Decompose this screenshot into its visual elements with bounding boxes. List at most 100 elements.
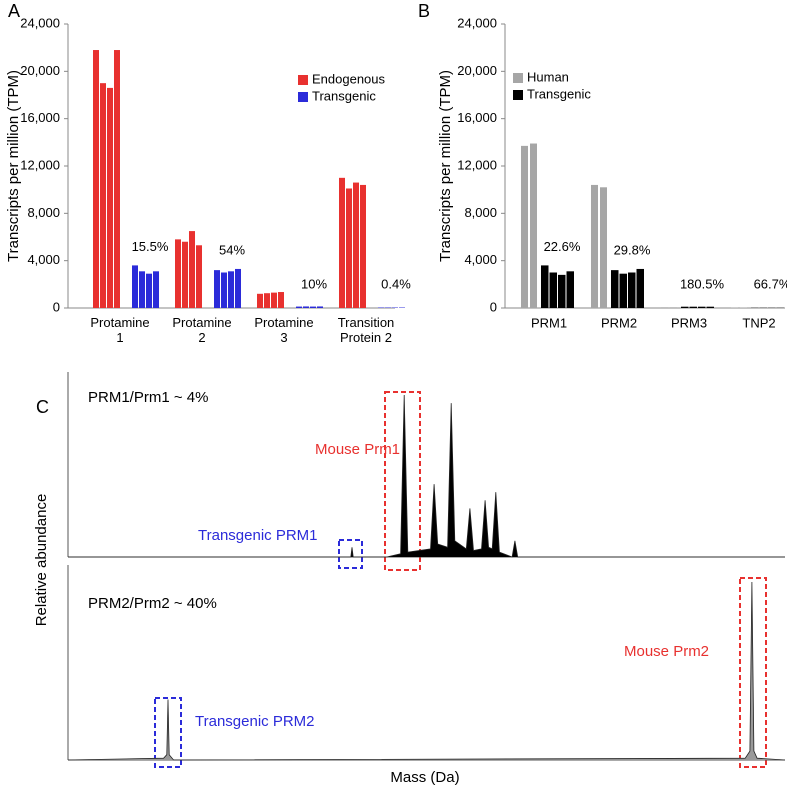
y-axis-label: Relative abundance (33, 494, 50, 627)
y-tick-label: 20,000 (20, 63, 60, 78)
bar (558, 274, 566, 308)
bar (107, 87, 113, 309)
annotation: 0.4% (381, 276, 411, 291)
legend-label: Transgenic (527, 86, 591, 101)
bar (196, 245, 202, 308)
bar (189, 231, 195, 308)
bar (698, 306, 706, 308)
bar (591, 184, 598, 308)
peak-label: Transgenic PRM1 (198, 527, 318, 544)
bar (619, 273, 627, 308)
annotation: 54% (219, 242, 245, 257)
bar (600, 187, 607, 308)
y-tick-label: 16,000 (20, 110, 60, 125)
y-tick-label: 0 (53, 299, 60, 314)
annotation: 15.5% (132, 239, 169, 254)
legend-swatch (298, 75, 308, 85)
legend-label: Endogenous (312, 71, 386, 86)
bar (214, 270, 220, 308)
bar (139, 271, 145, 308)
spectrum (67, 581, 786, 761)
legend-label: Transgenic (312, 88, 376, 103)
annotation: 10% (301, 276, 327, 291)
bar (310, 306, 316, 308)
bar (317, 306, 323, 308)
y-axis-label: Transcripts per million (TPM) (437, 70, 454, 262)
bar (566, 271, 574, 308)
x-tick-label: TNP2 (742, 315, 775, 330)
bar (521, 145, 528, 308)
bar (228, 271, 234, 308)
bar (353, 182, 359, 308)
annotation: 66.7% (754, 276, 787, 291)
bar (146, 273, 152, 308)
annotation: 29.8% (614, 242, 651, 257)
bar (628, 272, 636, 308)
peak-label: Mouse Prm2 (624, 643, 709, 660)
bar (636, 268, 644, 308)
annotation: 22.6% (544, 239, 581, 254)
x-tick-label: PRM1 (531, 315, 567, 330)
bar (541, 265, 549, 308)
peak-label: Mouse Prm1 (315, 441, 400, 458)
panel-letter: A (8, 1, 20, 21)
y-tick-label: 16,000 (457, 110, 497, 125)
bar (153, 271, 159, 308)
y-tick-label: 4,000 (464, 252, 497, 267)
bar (93, 50, 99, 309)
y-tick-label: 8,000 (27, 205, 60, 220)
peak-label: Transgenic PRM2 (195, 713, 315, 730)
bar (182, 241, 188, 308)
bar (175, 239, 181, 308)
bar (360, 184, 366, 308)
highlight-box (739, 577, 767, 768)
panel-letter: B (418, 1, 430, 21)
x-tick-label: Protamine 3 (254, 315, 313, 345)
bar (271, 292, 277, 308)
annotation: 180.5% (680, 276, 725, 291)
bar (296, 306, 302, 308)
highlight-box (154, 697, 182, 768)
legend-swatch (513, 90, 523, 100)
bar (549, 272, 557, 308)
bar (303, 306, 309, 308)
bar (611, 270, 619, 308)
y-tick-label: 0 (490, 299, 497, 314)
bar (661, 307, 668, 308)
spectrum-title: PRM1/Prm1 ~ 4% (88, 389, 208, 406)
bar (706, 306, 714, 308)
bar (114, 50, 120, 309)
x-axis-label: Mass (Da) (390, 769, 459, 786)
bar (530, 143, 537, 308)
bar (670, 307, 677, 308)
x-tick-label: Protamine 1 (90, 315, 149, 345)
highlight-box (384, 391, 421, 571)
bar (681, 306, 689, 308)
y-tick-label: 4,000 (27, 252, 60, 267)
bar (235, 268, 241, 308)
x-tick-label: Transition Protein 2 (338, 315, 395, 345)
y-tick-label: 20,000 (457, 63, 497, 78)
legend-swatch (298, 92, 308, 102)
panel-letter: C (36, 397, 49, 417)
x-tick-label: PRM2 (601, 315, 637, 330)
y-tick-label: 8,000 (464, 205, 497, 220)
bar (346, 188, 352, 308)
legend-swatch (513, 73, 523, 83)
y-tick-label: 12,000 (457, 157, 497, 172)
bar (278, 292, 284, 308)
x-tick-label: Protamine 2 (172, 315, 231, 345)
x-tick-label: PRM3 (671, 315, 707, 330)
y-tick-label: 12,000 (20, 157, 60, 172)
bar (264, 293, 270, 308)
bar (257, 293, 263, 308)
bar (100, 83, 106, 309)
bar (339, 177, 345, 308)
y-axis-label: Transcripts per million (TPM) (5, 70, 22, 262)
highlight-boxes (154, 391, 767, 768)
spectrum-title: PRM2/Prm2 ~ 40% (88, 595, 217, 612)
y-tick-label: 24,000 (20, 15, 60, 30)
bar (221, 272, 227, 308)
spectrum (68, 394, 785, 558)
